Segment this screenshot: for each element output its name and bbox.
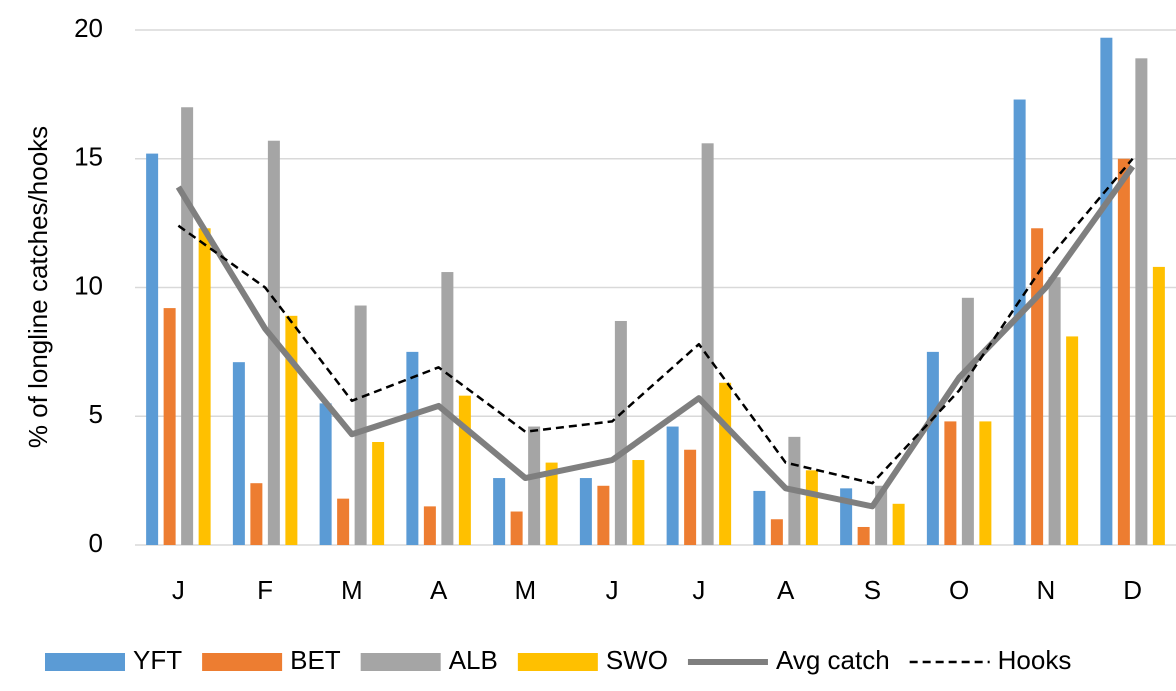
x-tick-label: A <box>430 575 448 605</box>
y-tick-label: 5 <box>89 399 103 429</box>
bar <box>458 395 471 545</box>
x-tick-label: S <box>864 575 881 605</box>
bar <box>753 490 766 545</box>
bar <box>1066 336 1079 545</box>
legend-swatch <box>45 653 125 671</box>
x-tick-label: N <box>1036 575 1055 605</box>
y-tick-label: 10 <box>74 270 103 300</box>
bar <box>979 421 992 545</box>
y-tick-label: 15 <box>74 142 103 172</box>
bar <box>770 519 783 545</box>
bar <box>805 470 818 545</box>
x-tick-label: J <box>172 575 185 605</box>
legend-label: Avg catch <box>776 645 890 675</box>
x-tick-label: O <box>949 575 969 605</box>
bar <box>1013 99 1026 546</box>
x-tick-label: D <box>1123 575 1142 605</box>
legend-swatch <box>517 653 598 671</box>
y-axis-label: % of longline catches/hooks <box>23 126 53 448</box>
bar <box>857 526 870 545</box>
line <box>177 157 1134 485</box>
bar <box>198 228 211 545</box>
x-tick-label: A <box>777 575 795 605</box>
bar <box>666 426 679 545</box>
bar <box>1135 58 1148 545</box>
bar <box>961 297 974 545</box>
legend-label: BET <box>290 645 341 675</box>
bar <box>701 143 714 546</box>
bar <box>1031 228 1044 545</box>
bar <box>579 478 592 545</box>
bar <box>597 485 610 545</box>
bar <box>406 351 419 545</box>
y-tick-label: 0 <box>89 528 103 558</box>
bar <box>614 320 627 545</box>
bar <box>528 426 541 545</box>
bar <box>926 351 939 545</box>
bar <box>1152 266 1165 545</box>
bar <box>181 107 194 545</box>
bar <box>163 308 176 545</box>
bar <box>684 449 697 545</box>
bar <box>493 478 506 545</box>
bar <box>232 362 245 545</box>
legend-label: SWO <box>606 645 668 675</box>
bar <box>1048 277 1061 545</box>
bar <box>423 506 436 545</box>
bar <box>1117 158 1130 545</box>
x-tick-label: M <box>341 575 363 605</box>
bar <box>840 488 853 545</box>
bar <box>545 462 558 545</box>
x-tick-label: J <box>606 575 619 605</box>
legend-label: YFT <box>133 645 182 675</box>
bar <box>892 503 905 545</box>
bar <box>250 483 263 545</box>
bar <box>944 421 957 545</box>
bar <box>441 272 454 545</box>
line <box>175 164 1136 510</box>
x-tick-label: M <box>515 575 537 605</box>
bar <box>319 403 332 545</box>
y-tick-label: 20 <box>74 13 103 43</box>
bar <box>1100 37 1113 545</box>
bar <box>372 442 385 545</box>
x-tick-label: F <box>257 575 273 605</box>
bar <box>146 153 159 545</box>
bar <box>510 511 523 545</box>
bar <box>354 305 367 545</box>
legend-label: Hooks <box>998 645 1072 675</box>
bar <box>337 498 350 545</box>
legend-swatch <box>360 653 441 671</box>
bar <box>632 460 645 545</box>
x-tick-label: J <box>692 575 705 605</box>
bar <box>719 382 732 545</box>
legend-label: ALB <box>449 645 498 675</box>
legend-swatch <box>202 653 283 671</box>
bar <box>285 315 298 545</box>
